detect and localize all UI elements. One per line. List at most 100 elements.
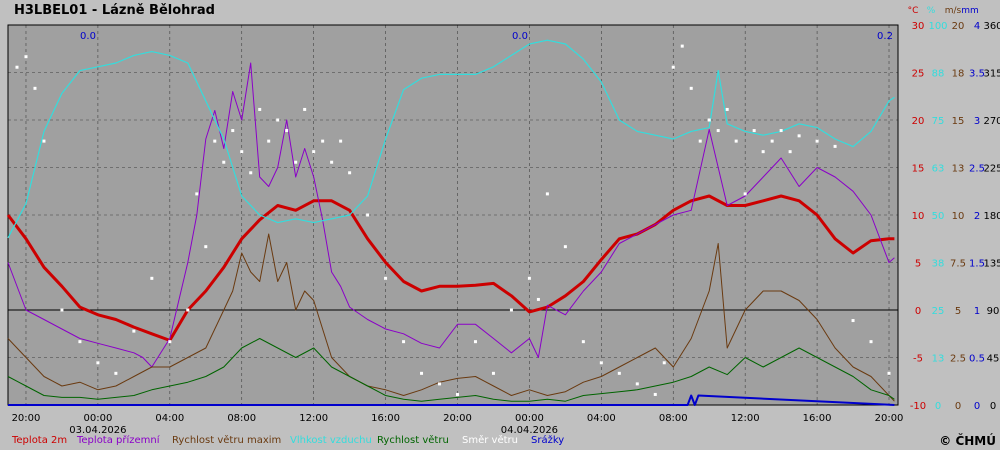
y-tick-wind: 0 bbox=[955, 401, 961, 412]
y-tick-temp: 25 bbox=[912, 69, 925, 80]
series-direction-point bbox=[653, 392, 657, 396]
precip-sum-label: 0.0 bbox=[512, 31, 528, 42]
series-direction-point bbox=[303, 107, 307, 111]
series-direction-point bbox=[761, 150, 765, 154]
series-direction-point bbox=[599, 361, 603, 365]
y-tick-direction: 180 bbox=[983, 211, 1000, 222]
x-tick-label: 04:00 bbox=[587, 413, 616, 424]
series-direction-point bbox=[267, 139, 271, 143]
series-direction-point bbox=[788, 150, 792, 154]
y-tick-wind: 5 bbox=[955, 306, 961, 317]
y-tick-temp: 20 bbox=[912, 116, 925, 127]
y-tick-direction: 270 bbox=[983, 116, 1000, 127]
y-tick-wind: 13 bbox=[952, 164, 965, 175]
series-direction-point bbox=[662, 361, 666, 365]
series-direction-point bbox=[42, 139, 46, 143]
series-precip-line bbox=[8, 394, 895, 406]
series-direction-point bbox=[635, 382, 639, 386]
y-tick-precip: 3 bbox=[974, 116, 980, 127]
series-direction-point bbox=[509, 308, 513, 312]
series-direction-point bbox=[258, 107, 262, 111]
date-label: 04.04.2026 bbox=[501, 425, 558, 436]
station-title: H3LBEL01 - Lázně Bělohrad bbox=[14, 3, 215, 18]
series-direction-point bbox=[96, 361, 100, 365]
legend-item-wind: Rychlost větru bbox=[377, 435, 449, 446]
series-direction-point bbox=[689, 86, 693, 90]
x-tick-label: 00:00 bbox=[83, 413, 112, 424]
series-direction-point bbox=[249, 171, 253, 175]
y-tick-temp: 30 bbox=[912, 21, 925, 32]
series-direction-point bbox=[545, 192, 549, 196]
series-direction-point bbox=[195, 192, 199, 196]
precip-sum-label: 0.0 bbox=[80, 31, 96, 42]
series-direction-point bbox=[339, 139, 343, 143]
y-tick-precip: 2.5 bbox=[969, 164, 985, 175]
series-direction-point bbox=[725, 107, 729, 111]
y-tick-wind: 15 bbox=[952, 116, 965, 127]
legend-item-direction: Směr větru bbox=[462, 435, 518, 446]
series-direction-point bbox=[833, 144, 837, 148]
y-tick-humidity: 100 bbox=[928, 21, 947, 32]
y-tick-temp: -10 bbox=[910, 401, 926, 412]
y-tick-direction: 45 bbox=[987, 354, 1000, 365]
y-tick-wind: 10 bbox=[952, 211, 965, 222]
series-direction-point bbox=[168, 340, 172, 344]
y-tick-wind: 2.5 bbox=[950, 354, 966, 365]
series-direction-point bbox=[384, 276, 388, 280]
x-tick-label: 04:00 bbox=[155, 413, 184, 424]
y-tick-humidity: 63 bbox=[932, 164, 945, 175]
series-direction-point bbox=[294, 160, 298, 164]
series-direction-point bbox=[321, 139, 325, 143]
y-tick-direction: 360 bbox=[983, 21, 1000, 32]
x-tick-label: 20:00 bbox=[443, 413, 472, 424]
series-direction-point bbox=[527, 276, 531, 280]
y-tick-humidity: 88 bbox=[932, 69, 945, 80]
y-tick-humidity: 75 bbox=[932, 116, 945, 127]
series-direction-point bbox=[366, 213, 370, 217]
y-tick-precip: 2 bbox=[974, 211, 980, 222]
series-direction-point bbox=[420, 371, 424, 375]
legend-item-humidity: Vlhkost vzduchu bbox=[290, 435, 372, 446]
series-direction-point bbox=[240, 150, 244, 154]
series-direction-point bbox=[797, 134, 801, 138]
x-tick-label: 00:00 bbox=[515, 413, 544, 424]
series-direction-point bbox=[716, 129, 720, 133]
y-tick-wind: 7.5 bbox=[950, 259, 966, 270]
series-direction-point bbox=[680, 44, 684, 48]
series-direction-point bbox=[563, 245, 567, 249]
series-direction-point bbox=[186, 308, 190, 312]
series-direction-point bbox=[752, 129, 756, 133]
series-direction-point bbox=[213, 139, 217, 143]
series-humidity-line bbox=[7, 39, 895, 239]
y-tick-humidity: 50 bbox=[932, 211, 945, 222]
x-tick-label: 12:00 bbox=[731, 413, 760, 424]
axis-unit-humidity: % bbox=[927, 6, 936, 16]
series-direction-point bbox=[851, 319, 855, 323]
y-tick-direction: 225 bbox=[983, 164, 1000, 175]
series-direction-point bbox=[60, 308, 64, 312]
series-direction-point bbox=[779, 129, 783, 133]
y-tick-direction: 0 bbox=[990, 401, 996, 412]
series-direction-point bbox=[204, 245, 208, 249]
series-direction-point bbox=[455, 392, 459, 396]
y-tick-wind: 18 bbox=[952, 69, 965, 80]
series-direction-point bbox=[78, 340, 82, 344]
y-tick-humidity: 0 bbox=[935, 401, 941, 412]
series-direction-point bbox=[734, 139, 738, 143]
y-tick-temp: 15 bbox=[912, 164, 925, 175]
series-direction-point bbox=[617, 371, 621, 375]
series-direction-point bbox=[285, 129, 289, 133]
series-direction-point bbox=[770, 139, 774, 143]
series-direction-point bbox=[698, 139, 702, 143]
legend-item-gust: Rychlost větru maxim bbox=[172, 435, 282, 446]
y-tick-humidity: 38 bbox=[932, 259, 945, 270]
series-direction-point bbox=[438, 382, 442, 386]
y-tick-temp: 5 bbox=[915, 259, 921, 270]
date-label: 03.04.2026 bbox=[69, 425, 126, 436]
legend-item-temp: Teplota 2m bbox=[12, 435, 68, 446]
series-direction-point bbox=[312, 150, 316, 154]
y-tick-direction: 135 bbox=[983, 259, 1000, 270]
x-tick-label: 20:00 bbox=[12, 413, 41, 424]
y-tick-direction: 90 bbox=[987, 306, 1000, 317]
